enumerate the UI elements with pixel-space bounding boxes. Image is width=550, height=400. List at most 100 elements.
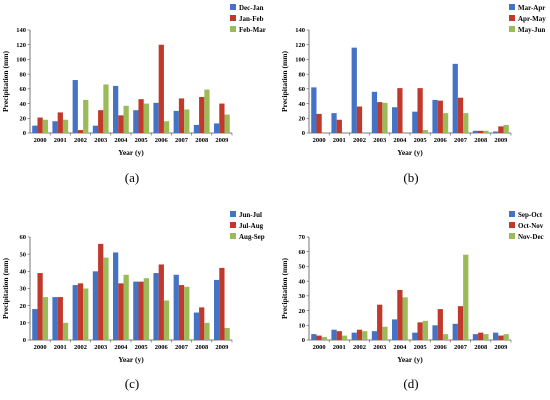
bar-aug-sep-2003 [103,257,109,340]
y-tick-label: 60 [20,234,27,241]
bar-nov-dec-2004 [402,297,408,340]
y-tick-label: 60 [299,86,306,93]
bar-apr-may-2002 [356,106,363,133]
bar-jan-feb-2004 [118,115,124,133]
bar-mar-apr-2000 [311,87,317,133]
bar-jul-aug-2000 [37,273,43,340]
bar-oct-nov-2004 [397,289,403,340]
legend-label: Aug-Sep [239,233,265,241]
bar-sep-oct-2005 [412,332,418,340]
bar-jul-aug-2007 [178,285,185,340]
y-tick-label: 0 [23,130,26,137]
legend-swatch [509,211,515,217]
y-tick-label: 20 [299,115,306,122]
bar-jun-jul-2004 [113,252,119,340]
bar-mar-apr-2008 [472,130,479,133]
x-tick-label: 2007 [454,137,468,144]
bar-jul-aug-2001 [57,297,63,340]
x-tick-label: 2000 [34,137,47,144]
x-tick-label: 2000 [313,137,326,144]
bar-jun-jul-2007 [173,274,179,340]
legend-label: Jun-Jul [239,211,262,219]
legend-swatch [230,15,236,21]
legend-swatch [509,15,515,21]
x-tick-label: 2001 [333,137,346,144]
bar-apr-may-2009 [498,126,504,133]
bar-sep-oct-2009 [493,332,499,340]
x-tick-label: 2002 [353,344,366,351]
bar-apr-may-2004 [397,88,403,133]
bar-jun-jul-2006 [153,273,159,340]
legend-label: Sep-Oct [518,211,543,219]
bar-aug-sep-2002 [83,288,89,340]
x-tick-label: 2006 [434,137,448,144]
y-tick-label: 40 [299,101,306,108]
bar-dec-jan-2004 [113,85,119,133]
bar-jan-feb-2005 [138,99,144,133]
y-tick-label: 140 [295,27,305,34]
bar-jun-jul-2002 [72,285,78,340]
x-tick-label: 2007 [175,137,189,144]
chart-d: 0 10 20 30 40 50 60 70 2000 2001 2002 2003 2004 2005 2… [280,211,544,364]
x-tick-label: 2003 [373,344,387,351]
panel-label-c: (c) [124,376,140,391]
x-tick-label: 2005 [135,344,149,351]
bar-jan-feb-2009 [219,103,225,133]
bar-jun-jul-2009 [214,279,220,340]
bar-apr-may-2001 [336,119,342,133]
y-tick-label: 20 [299,308,306,315]
y-tick-label: 60 [20,86,27,93]
panel-label-a: (a) [124,170,140,185]
y-tick-label: 100 [295,57,305,64]
y-tick-label: 40 [20,101,27,108]
bar-oct-nov-2008 [478,332,484,340]
x-tick-label: 2008 [195,137,209,144]
bar-jun-jul-2008 [193,312,200,340]
bar-jul-aug-2008 [199,307,205,340]
bar-oct-nov-2007 [457,306,464,340]
bar-jun-jul-2001 [52,297,58,340]
x-tick-label: 2001 [333,344,346,351]
bar-sep-oct-2004 [392,319,398,340]
y-tick-label: 80 [299,71,306,78]
y-tick-label: 0 [23,337,26,344]
bar-dec-jan-2007 [173,110,179,133]
bar-oct-nov-2006 [437,309,443,340]
y-tick-label: 30 [299,293,306,300]
legend-swatch [509,26,515,32]
x-tick-label: 2005 [414,137,428,144]
bar-jun-jul-2003 [92,271,99,340]
bar-nov-dec-2005 [422,320,428,340]
y-tick-label: 100 [16,57,26,64]
x-tick-label: 2000 [313,344,326,351]
bar-jul-aug-2009 [219,267,225,340]
y-tick-label: 140 [16,27,26,34]
x-tick-label: 2009 [494,137,508,144]
y-axis-title: Precipitation (mm) [280,258,289,319]
x-tick-label: 2001 [54,137,67,144]
bar-jun-jul-2005 [133,281,139,340]
bar-may-jun-2008 [483,130,489,133]
bar-aug-sep-2007 [184,286,190,340]
legend-swatch [230,222,236,228]
bar-aug-sep-2009 [224,327,230,340]
bar-mar-apr-2002 [351,47,357,133]
bar-mar-apr-2005 [412,111,418,133]
bar-dec-jan-2009 [214,123,220,133]
bar-dec-jan-2000 [32,125,38,133]
legend-label: Mar-Apr [518,4,545,12]
bar-nov-dec-2009 [503,334,509,340]
x-tick-label: 2006 [155,344,169,351]
bar-aug-sep-2001 [62,322,69,340]
legend-swatch [509,222,515,228]
bar-aug-sep-2004 [123,274,129,340]
legend-label: Jan-Feb [239,15,264,23]
bar-apr-may-2000 [316,113,322,133]
x-tick-label: 2007 [175,344,189,351]
y-axis-title: Precipitation (mm) [1,51,10,112]
x-tick-label: 2004 [114,137,128,144]
bar-aug-sep-2008 [204,322,210,340]
y-tick-label: 120 [16,42,26,49]
